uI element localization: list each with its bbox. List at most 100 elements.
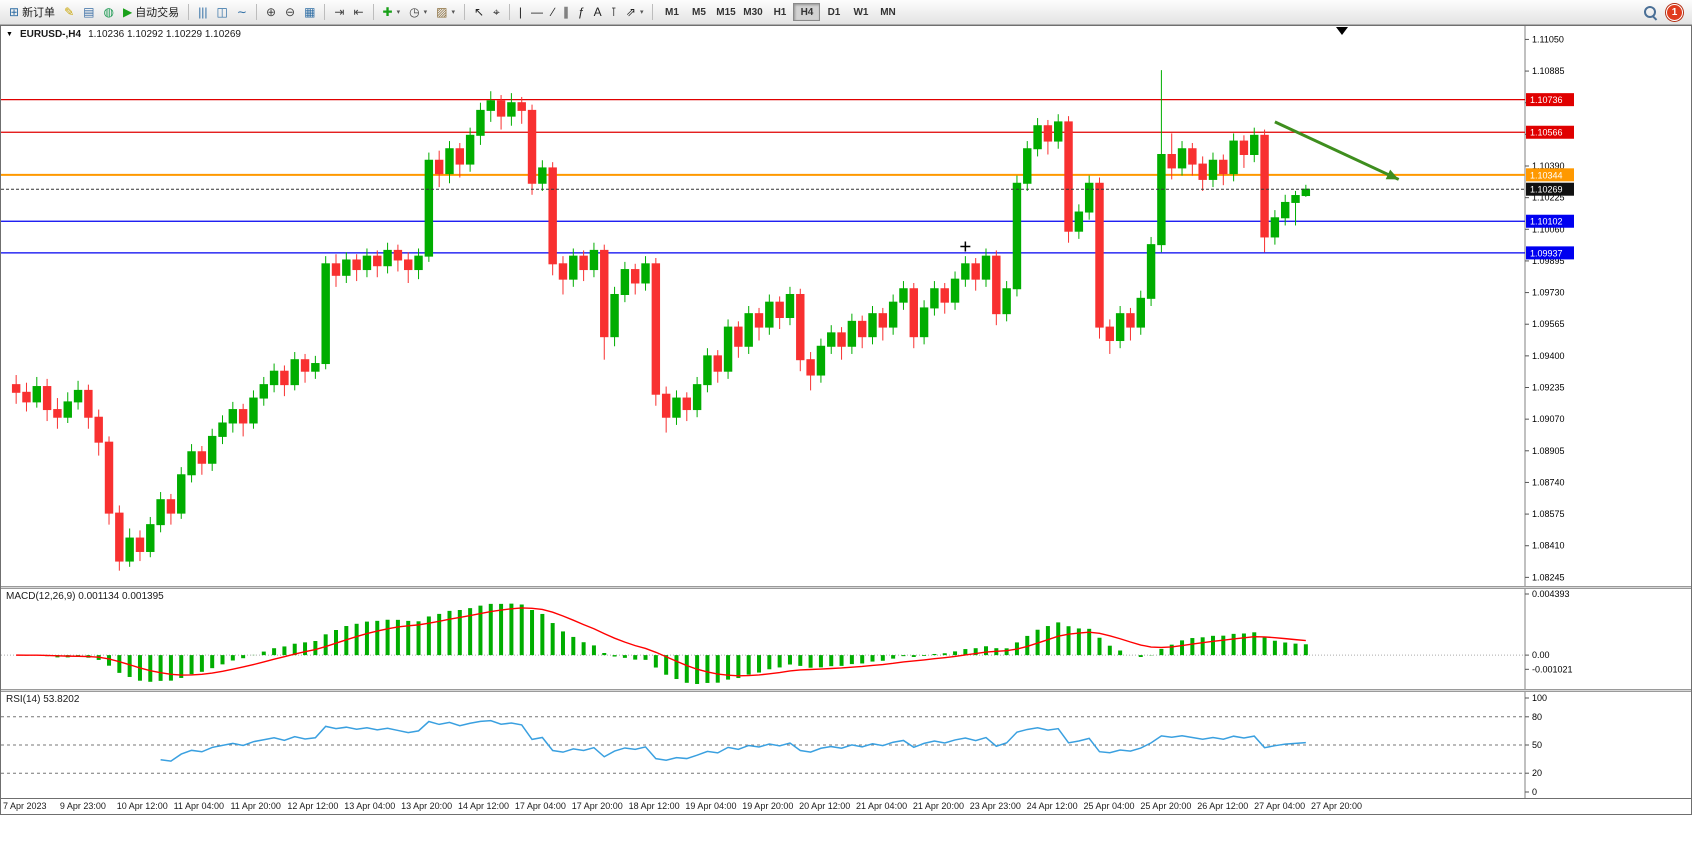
candle-body[interactable] xyxy=(775,301,784,319)
cross-marker[interactable] xyxy=(960,241,971,252)
notification-badge[interactable]: 1 xyxy=(1666,3,1683,21)
candle-body[interactable] xyxy=(166,499,176,514)
candle-body[interactable] xyxy=(1002,288,1011,315)
candle-body[interactable] xyxy=(1239,140,1249,155)
candle-body[interactable] xyxy=(259,384,268,399)
community-button[interactable]: ◍ xyxy=(99,2,117,22)
candle-body[interactable] xyxy=(1095,182,1104,328)
candle-body[interactable] xyxy=(857,320,867,338)
candle-body[interactable] xyxy=(682,397,692,411)
macd-panel[interactable]: 0.004393 0.00 -0.001021 MACD(12,26,9) 0.00… xyxy=(1,589,1691,689)
candle-body[interactable] xyxy=(1064,121,1073,232)
candle-body[interactable] xyxy=(486,100,495,111)
indicators-button[interactable]: ✚ ▾ xyxy=(379,2,405,22)
candle-body[interactable] xyxy=(1115,313,1125,342)
candle-body[interactable] xyxy=(620,269,630,295)
candle-body[interactable] xyxy=(1033,125,1042,150)
candle-body[interactable] xyxy=(816,345,826,376)
candle-body[interactable] xyxy=(455,148,465,165)
candle-body[interactable] xyxy=(919,307,929,338)
candle-body[interactable] xyxy=(393,249,403,261)
candle-body[interactable] xyxy=(207,435,217,464)
candle-body[interactable] xyxy=(806,359,815,376)
trend-arrow-head[interactable] xyxy=(1385,169,1399,180)
candle-body[interactable] xyxy=(1177,148,1187,169)
candle-body[interactable] xyxy=(84,389,93,418)
candle-body[interactable] xyxy=(558,263,568,280)
candle-body[interactable] xyxy=(765,301,774,328)
candle-body[interactable] xyxy=(1146,244,1156,299)
candle-body[interactable] xyxy=(630,269,640,284)
candle-body[interactable] xyxy=(703,355,712,386)
candle-body[interactable] xyxy=(888,301,898,328)
candle-body[interactable] xyxy=(496,100,506,117)
candle-body[interactable] xyxy=(651,263,661,395)
candle-body[interactable] xyxy=(1023,148,1032,184)
search-icon[interactable] xyxy=(1643,5,1658,20)
candle-body[interactable] xyxy=(661,393,671,418)
candle-body[interactable] xyxy=(950,278,960,303)
candle-body[interactable] xyxy=(218,422,227,437)
candle-body[interactable] xyxy=(569,255,578,280)
candle-body[interactable] xyxy=(1126,313,1135,328)
candle-body[interactable] xyxy=(1136,297,1145,328)
candle-body[interactable] xyxy=(992,255,1001,315)
candle-body[interactable] xyxy=(713,355,722,372)
candle-body[interactable] xyxy=(1229,140,1238,175)
candle-body[interactable] xyxy=(1198,163,1207,180)
candle-body[interactable] xyxy=(1012,182,1022,290)
auto-scroll-button[interactable]: ⇥ xyxy=(330,2,348,22)
candle-body[interactable] xyxy=(1250,134,1259,155)
candle-body[interactable] xyxy=(734,326,743,347)
candle-body[interactable] xyxy=(228,409,238,424)
candle-body[interactable] xyxy=(465,134,475,165)
candle-body[interactable] xyxy=(971,263,980,280)
candle-body[interactable] xyxy=(249,397,258,424)
candle-body[interactable] xyxy=(1260,134,1269,238)
candle-body[interactable] xyxy=(1157,153,1166,246)
candle-body[interactable] xyxy=(373,255,382,267)
candle-body[interactable] xyxy=(899,288,908,303)
candle-body[interactable] xyxy=(321,263,330,365)
candle-body[interactable] xyxy=(331,263,341,276)
new-order-button[interactable]: ⊞ 新订单 xyxy=(5,2,59,22)
candle-body[interactable] xyxy=(744,313,753,347)
candle-body[interactable] xyxy=(610,293,619,338)
candle-body[interactable] xyxy=(961,263,970,280)
timeframe-mn-button[interactable]: MN xyxy=(874,3,901,21)
chart-shift-button[interactable]: ⇤ xyxy=(349,2,367,22)
candle-body[interactable] xyxy=(641,263,650,284)
panel-splitter-macd[interactable] xyxy=(1,586,1691,589)
candle-body[interactable] xyxy=(940,288,949,303)
vertical-line-button[interactable]: | xyxy=(515,2,526,22)
timeframe-m1-button[interactable]: M1 xyxy=(658,3,685,21)
candle-body[interactable] xyxy=(517,102,526,111)
candle-body[interactable] xyxy=(1291,195,1300,203)
candle-body[interactable] xyxy=(589,249,599,271)
candle-body[interactable] xyxy=(796,293,805,361)
candle-body[interactable] xyxy=(548,167,557,265)
timeframe-w1-button[interactable]: W1 xyxy=(847,3,874,21)
candle-body[interactable] xyxy=(22,391,31,403)
candle-body[interactable] xyxy=(579,255,588,271)
candle-body[interactable] xyxy=(424,159,434,257)
candle-body[interactable] xyxy=(1054,121,1063,142)
candle-body[interactable] xyxy=(507,102,516,117)
candle-body[interactable] xyxy=(827,332,836,347)
candle-body[interactable] xyxy=(115,512,124,562)
timeframe-h1-button[interactable]: H1 xyxy=(766,3,793,21)
main-chart-svg[interactable]: 1.110501.108851.107201.105551.103901.102… xyxy=(1,26,1692,586)
candle-body[interactable] xyxy=(1043,125,1053,142)
panel-splitter-rsi[interactable] xyxy=(1,689,1691,692)
market-depth-button[interactable]: ▤ xyxy=(79,2,98,22)
candle-body[interactable] xyxy=(197,451,207,464)
candle-body[interactable] xyxy=(177,474,186,514)
candle-body[interactable] xyxy=(53,409,62,418)
candle-body[interactable] xyxy=(11,384,21,393)
candle-body[interactable] xyxy=(342,259,351,276)
candle-body[interactable] xyxy=(909,288,918,338)
candle-body[interactable] xyxy=(754,313,764,328)
equidistant-channel-button[interactable]: ∥ xyxy=(559,2,573,22)
periods-button[interactable]: ◷ ▾ xyxy=(405,2,431,22)
candle-body[interactable] xyxy=(930,288,939,309)
